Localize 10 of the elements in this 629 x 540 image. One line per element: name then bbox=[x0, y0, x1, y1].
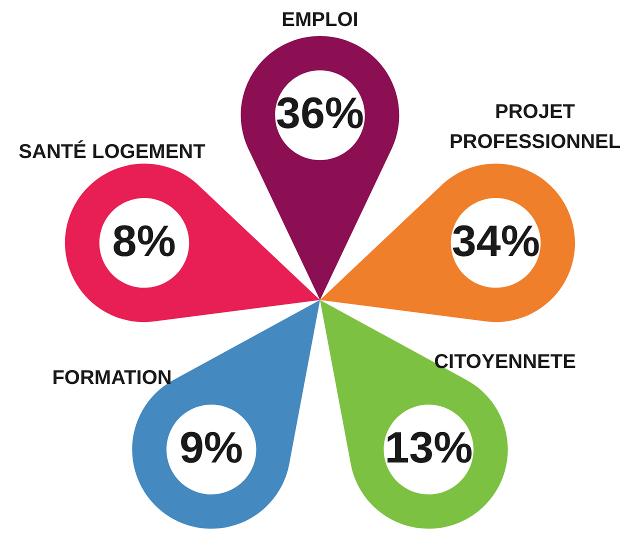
data-label: 13% bbox=[384, 424, 473, 473]
category-label: EMPLOI bbox=[282, 9, 358, 31]
data-label: 34% bbox=[452, 216, 540, 266]
category-label: PROJET PROFESSIONNEL bbox=[449, 101, 621, 153]
category-label: CITOYENNETE bbox=[434, 351, 576, 373]
data-label: 36% bbox=[276, 89, 364, 138]
category-label: SANTÉ LOGEMENT bbox=[18, 140, 206, 163]
data-label: 8% bbox=[112, 216, 176, 266]
category-label: FORMATION bbox=[52, 367, 172, 389]
data-label: 9% bbox=[179, 424, 244, 473]
